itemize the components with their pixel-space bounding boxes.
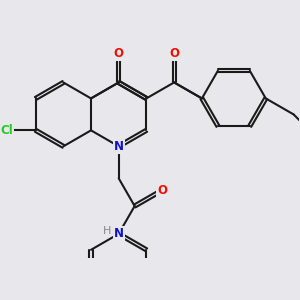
Text: O: O: [158, 184, 167, 196]
Text: O: O: [114, 47, 124, 60]
Text: N: N: [114, 140, 124, 153]
Text: Cl: Cl: [1, 124, 13, 137]
Text: H: H: [103, 226, 112, 236]
Text: N: N: [114, 227, 124, 240]
Text: O: O: [169, 47, 179, 60]
